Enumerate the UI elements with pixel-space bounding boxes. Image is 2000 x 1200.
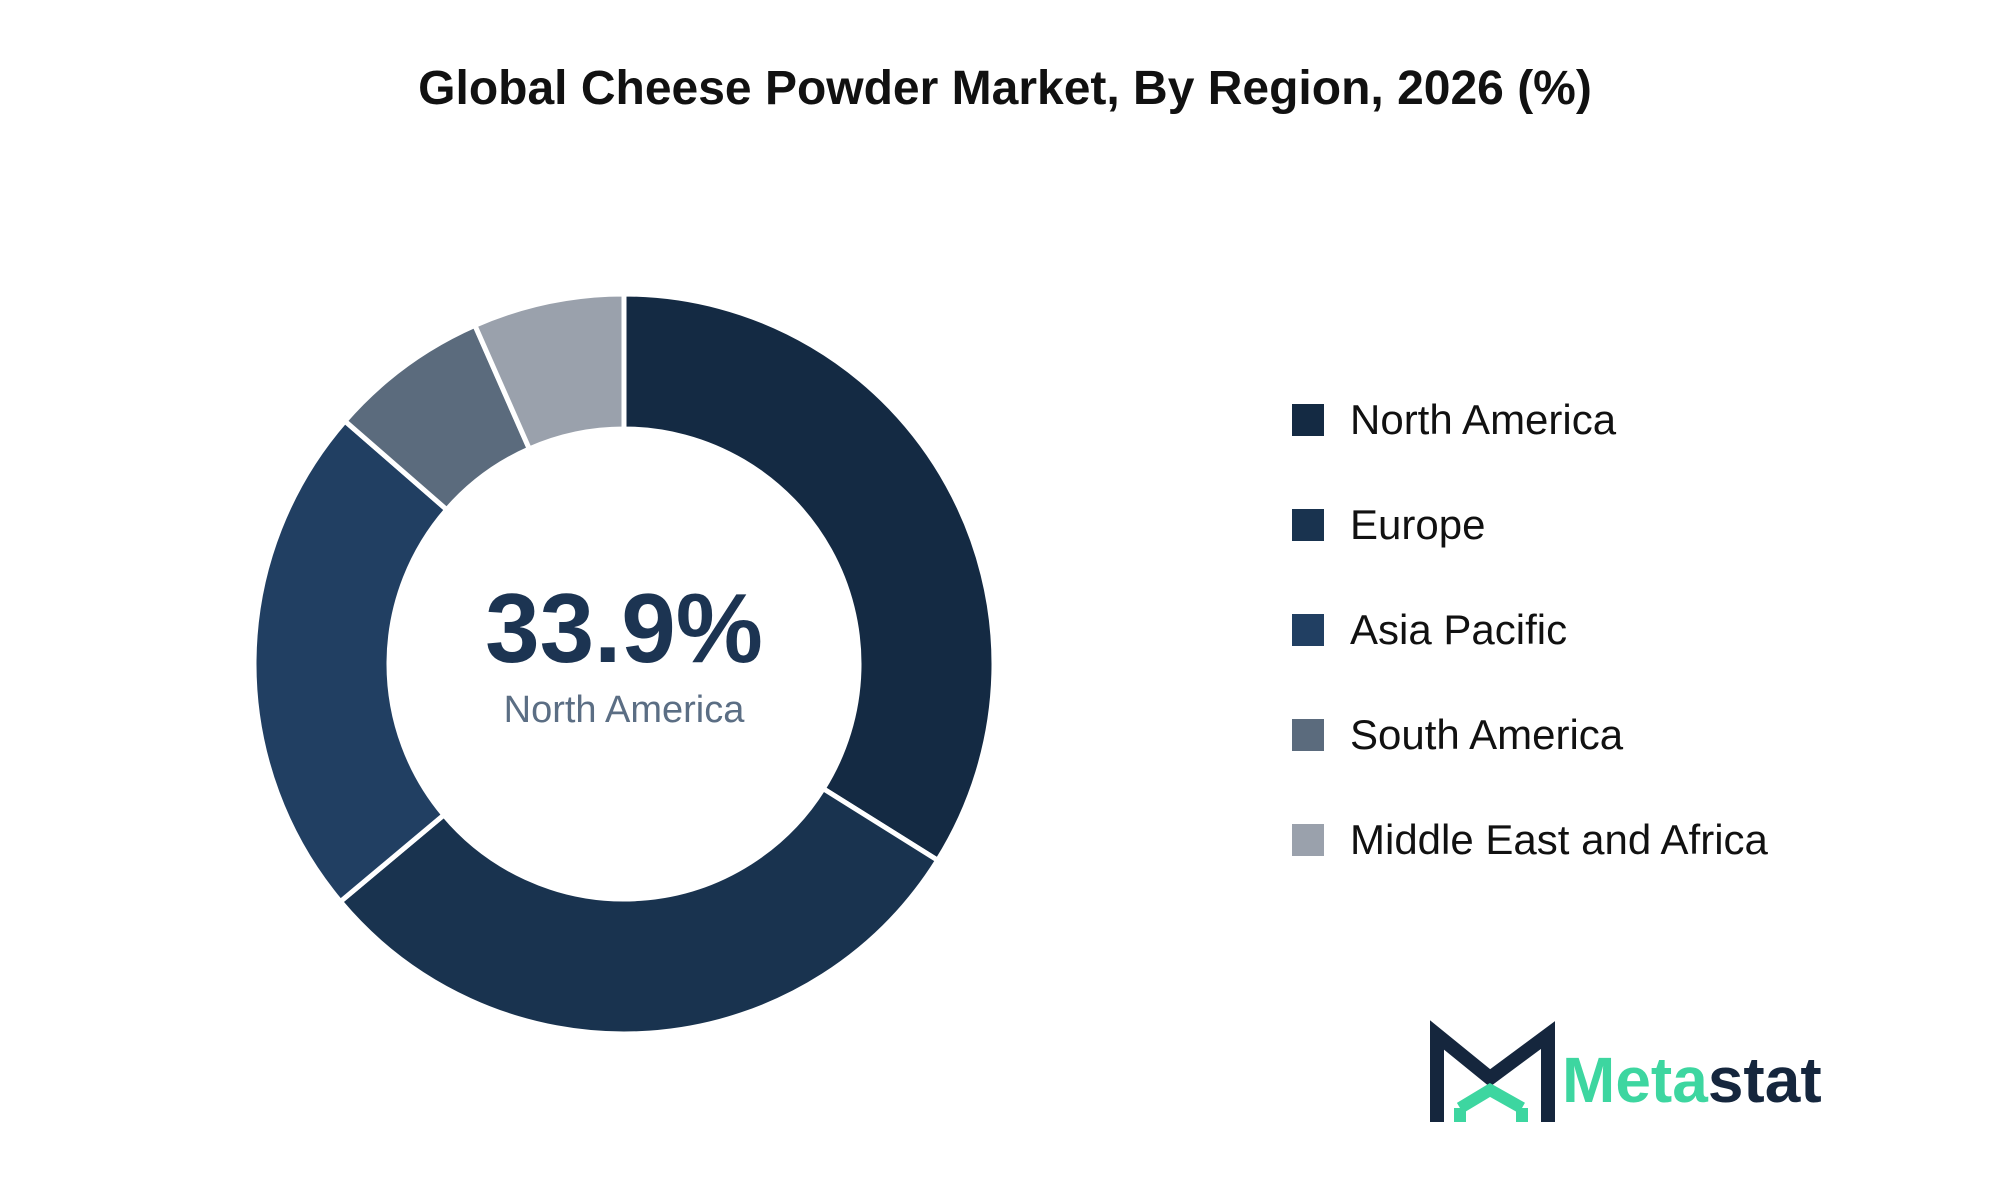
center-label: North America — [504, 689, 746, 731]
legend-label-middle-east-and-africa: Middle East and Africa — [1350, 816, 1769, 863]
legend-item-europe: Europe — [1292, 501, 1485, 548]
legend-swatch-asia-pacific — [1292, 614, 1324, 646]
donut-slices — [251, 291, 997, 1037]
legend-label-europe: Europe — [1350, 501, 1485, 548]
legend-swatch-north-america — [1292, 404, 1324, 436]
legend-label-asia-pacific: Asia Pacific — [1350, 606, 1567, 653]
logo-wordmark: Metastat — [1562, 1044, 1822, 1116]
slice-north-america — [621, 291, 997, 864]
center-value: 33.9% — [485, 573, 763, 683]
metastat-logo: Metastat — [1430, 1020, 1822, 1122]
logo-text-meta: Meta — [1562, 1044, 1708, 1116]
slice-asia-pacific — [251, 417, 451, 906]
legend-item-middle-east-and-africa: Middle East and Africa — [1292, 816, 1769, 863]
legend-swatch-south-america — [1292, 719, 1324, 751]
legend-swatch-middle-east-and-africa — [1292, 824, 1324, 856]
legend-label-north-america: North America — [1350, 396, 1617, 443]
legend-item-asia-pacific: Asia Pacific — [1292, 606, 1567, 653]
legend-item-north-america: North America — [1292, 396, 1617, 443]
slice-middle-east-and-africa — [471, 291, 627, 453]
chart-title: Global Cheese Powder Market, By Region, … — [418, 62, 1592, 115]
slice-europe — [336, 785, 942, 1037]
legend-item-south-america: South America — [1292, 711, 1624, 758]
logo-text-stat: stat — [1708, 1044, 1822, 1116]
metastat-logo-icon — [1430, 1020, 1555, 1122]
legend-label-south-america: South America — [1350, 711, 1624, 758]
legend-swatch-europe — [1292, 509, 1324, 541]
legend: North America Europe Asia Pacific South Ame… — [1292, 396, 1769, 863]
